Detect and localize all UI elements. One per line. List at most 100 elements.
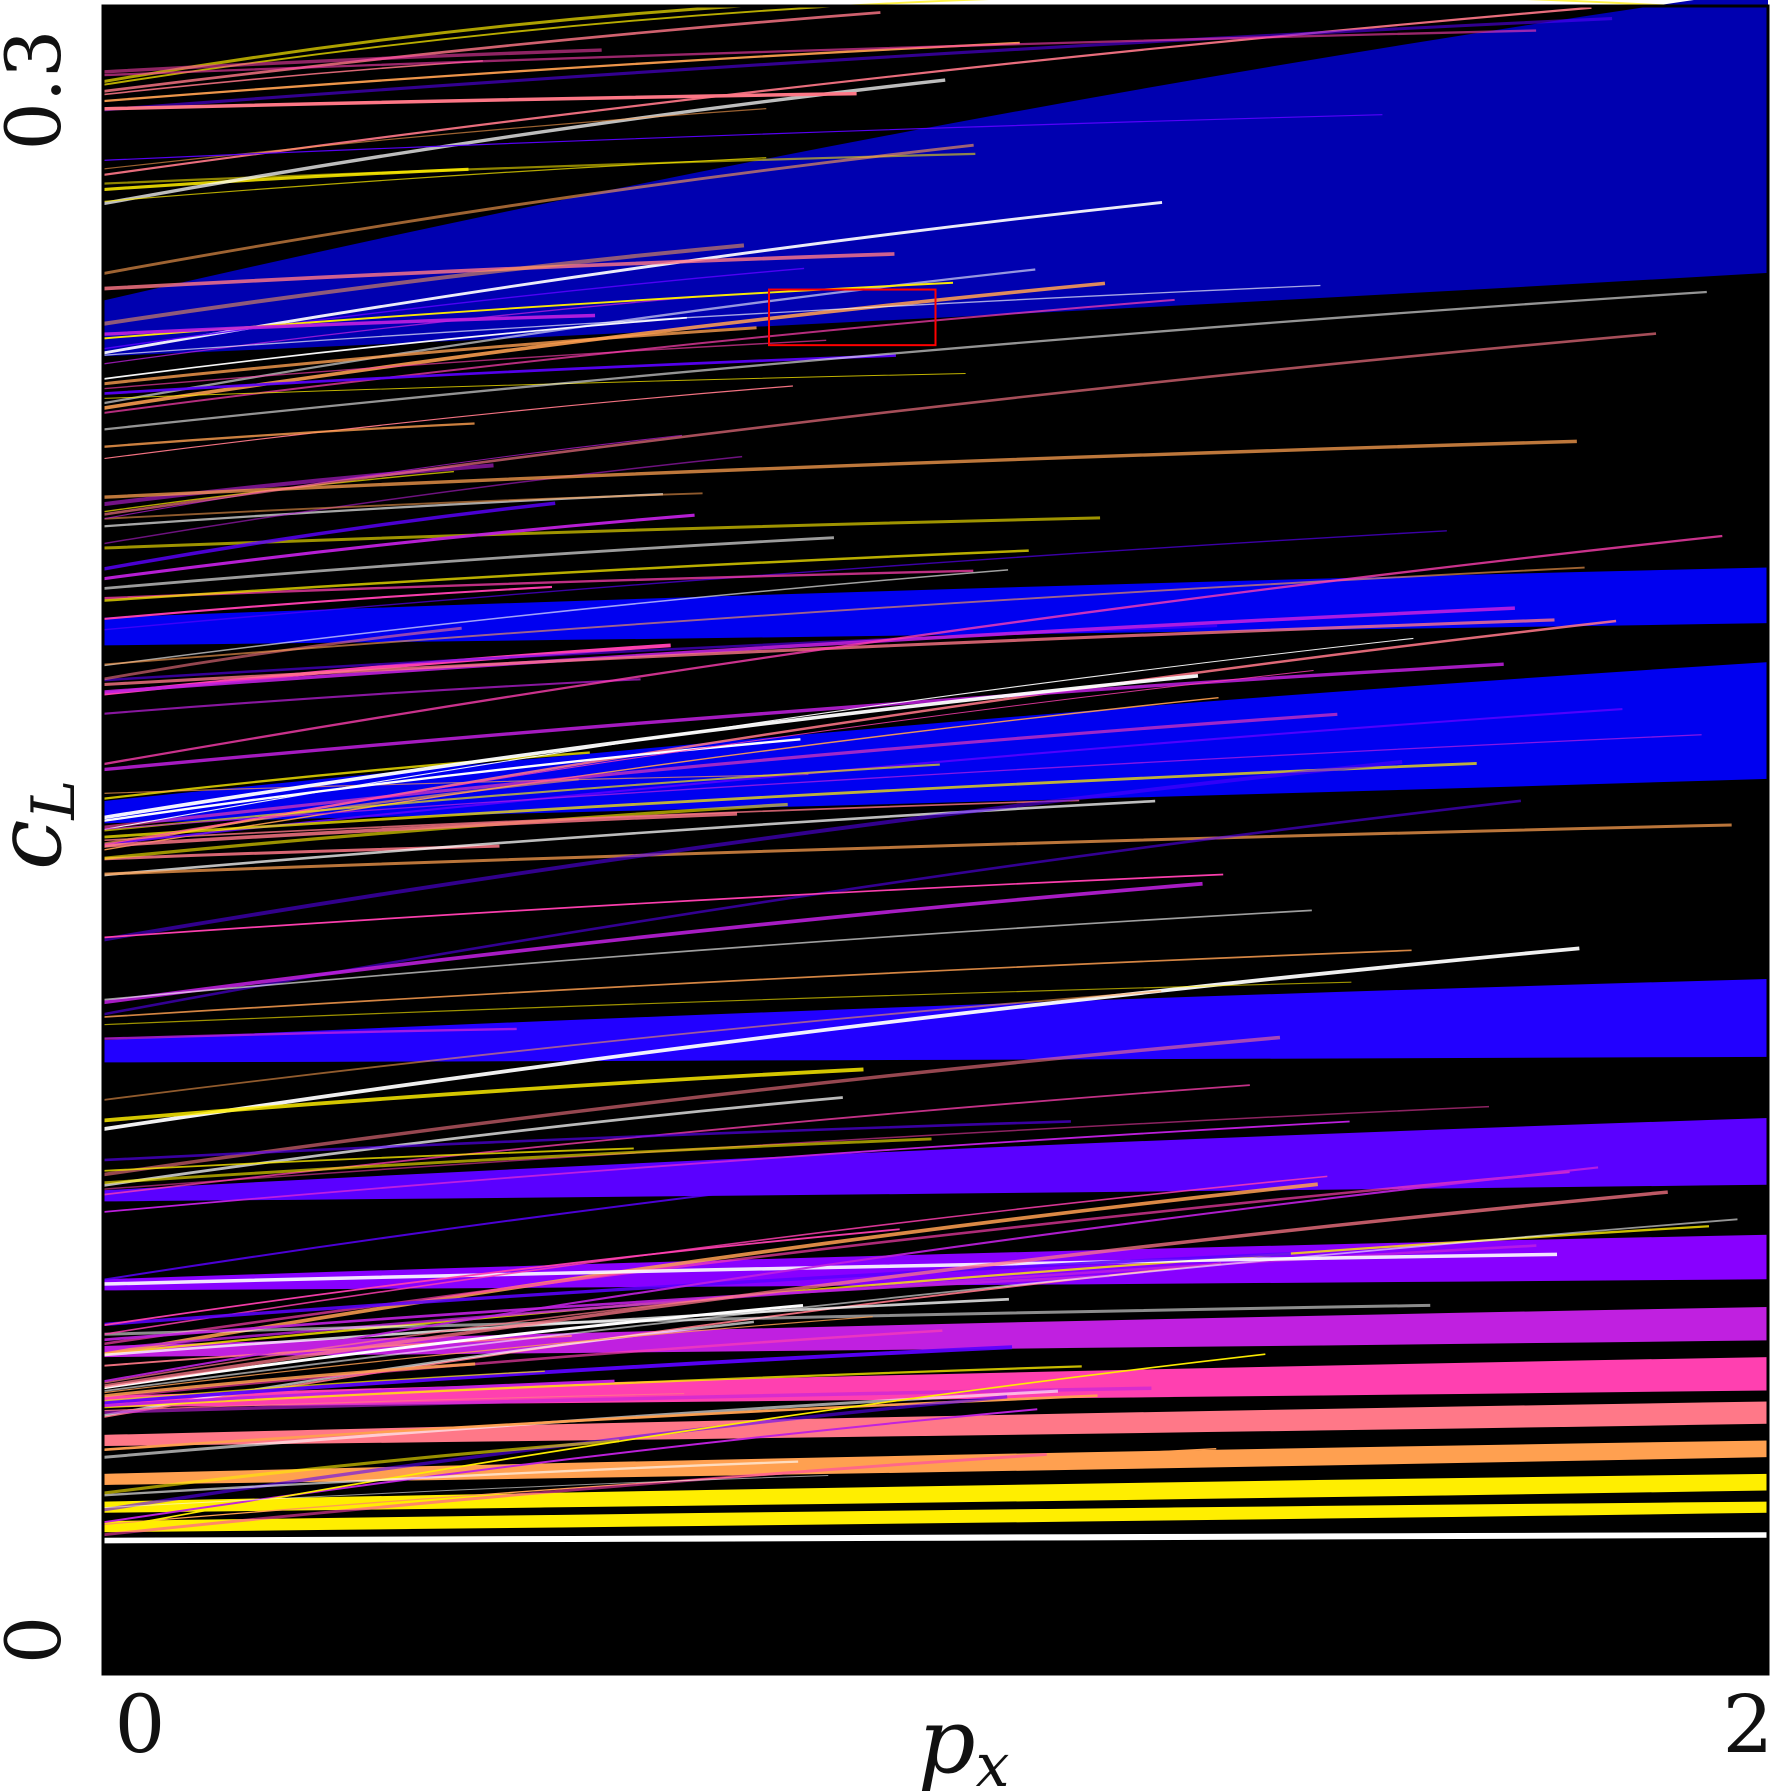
streak-27	[102, 1182, 1318, 1357]
streak-50	[102, 157, 767, 203]
streak-129	[102, 1120, 1071, 1162]
streak-91	[102, 1316, 873, 1394]
streak-43	[102, 1379, 615, 1408]
streak-78	[102, 1084, 1250, 1196]
streak-95	[102, 881, 1203, 1005]
streak-6	[102, 678, 641, 715]
streak-48	[102, 585, 553, 621]
streak-14	[102, 1120, 1350, 1213]
streak-21	[102, 1105, 1490, 1191]
plot-frame	[101, 4, 1770, 1676]
streak-34	[102, 60, 483, 96]
streak-77	[102, 1475, 829, 1509]
streak-137	[102, 243, 745, 326]
streak-92	[102, 143, 974, 275]
streak-33	[102, 492, 703, 520]
y-axis-label: cL	[0, 780, 89, 870]
streak-70	[102, 0, 1676, 86]
streak-116	[102, 549, 1029, 602]
streak-117	[102, 637, 1414, 831]
streak-20	[102, 773, 809, 794]
streak-58	[102, 536, 835, 590]
streak-132	[102, 290, 1707, 431]
streak-25	[102, 1393, 685, 1412]
streak-123	[102, 1460, 799, 1497]
streak-128	[102, 534, 1723, 766]
streak-24	[102, 385, 793, 460]
streak-80	[102, 16, 1613, 112]
streak-126	[102, 332, 1657, 516]
streak-113	[102, 439, 1577, 499]
streak-93	[102, 108, 767, 170]
band-3-indigo	[103, 979, 1768, 1063]
streak-56	[102, 1252, 1558, 1286]
y-tick-0.3: 0.3	[0, 30, 78, 151]
streak-135	[102, 1228, 900, 1327]
streak-103	[102, 339, 827, 390]
streak-97	[102, 1218, 1738, 1393]
streak-64	[102, 762, 1477, 839]
streak-16	[102, 697, 1219, 851]
x-axis-label: px	[918, 1689, 1009, 1792]
streak-8	[102, 530, 1447, 631]
streak-81	[102, 1274, 1109, 1342]
x-axis-label-base: p	[918, 1689, 976, 1792]
streak-110	[102, 434, 683, 520]
streak-39	[102, 152, 976, 185]
band-12-white	[103, 1532, 1768, 1544]
streak-125	[102, 114, 1383, 161]
streak-107	[102, 569, 1009, 667]
band-11-yellow	[103, 1501, 1768, 1533]
streak-79	[102, 1362, 476, 1398]
streak-118	[102, 48, 602, 74]
streak-38	[102, 1027, 517, 1040]
streak-72	[102, 1140, 1200, 1281]
streak-100	[102, 712, 1338, 829]
streak-104	[102, 873, 1224, 939]
streak-18	[102, 455, 743, 545]
streak-76	[102, 1303, 1431, 1336]
y-axis-label-base: c	[0, 820, 82, 870]
x-axis-label-sub: x	[976, 1731, 1010, 1792]
streak-99	[102, 313, 596, 336]
highlight-box	[768, 288, 937, 347]
streak-106	[102, 29, 1537, 77]
streak-62	[102, 1334, 572, 1367]
streak-88	[102, 763, 940, 832]
streak-86	[102, 606, 1515, 694]
streak-54	[102, 1453, 1047, 1537]
streak-35	[102, 1096, 843, 1187]
streak-61	[102, 1370, 545, 1402]
streaks-layer	[102, 0, 1738, 1537]
x-tick-0: 0	[115, 1678, 166, 1771]
streak-122	[102, 1137, 932, 1185]
y-tick-0: 0	[0, 1616, 78, 1664]
streak-68	[102, 422, 475, 448]
streak-130	[102, 501, 556, 571]
streak-67	[102, 372, 966, 399]
x-tick-2: 2	[1723, 1678, 1774, 1771]
streak-119	[102, 734, 1702, 830]
streak-45	[102, 267, 805, 350]
streak-52	[102, 799, 1080, 842]
streak-75	[102, 1035, 1281, 1177]
streak-138	[102, 670, 1314, 846]
streak-109	[102, 1303, 804, 1390]
streak-134	[102, 811, 738, 848]
streak-44	[102, 1067, 864, 1123]
streak-55	[102, 1345, 1013, 1405]
streak-90	[102, 981, 1352, 1026]
streak-131	[102, 1439, 620, 1495]
streak-133	[102, 1166, 1599, 1383]
streak-73	[102, 1329, 943, 1399]
streak-94	[102, 513, 695, 581]
streak-19	[102, 1386, 1152, 1414]
streak-139	[102, 316, 687, 380]
streak-26	[102, 799, 1156, 877]
streak-23	[102, 1408, 1038, 1524]
band-4-violet	[103, 1118, 1768, 1202]
streak-120	[102, 990, 1162, 1101]
streak-10	[102, 41, 1020, 103]
streak-102	[102, 1297, 1010, 1357]
